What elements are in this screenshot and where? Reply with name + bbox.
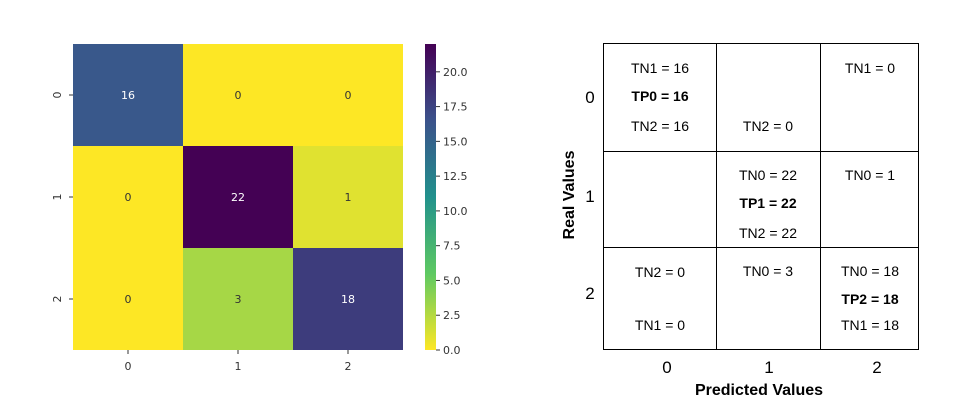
heatmap-cell-value: 0 [345, 89, 352, 102]
heatmap-cell [293, 248, 403, 350]
y-tick-label: 1 [51, 194, 64, 201]
heatmap-cell-value: 16 [121, 89, 135, 102]
heatmap-cell [183, 146, 293, 248]
x-tick-label: 2 [345, 360, 352, 373]
true-negative-label: TN0 = 1 [844, 167, 896, 183]
confusion-matrix-heatmap: 16 0 0 0 22 1 0 3 18 0 1 2 0 1 2 0.0 2.5 5.0 7.5 10.0 12.5… [51, 44, 468, 373]
heatmap-cell-value: 0 [235, 89, 242, 102]
row-label: 0 [585, 88, 595, 107]
heatmap-cell [293, 146, 403, 248]
colorbar [425, 44, 436, 350]
colorbar-tick-label: 12.5 [443, 170, 468, 183]
heatmap-cell [293, 44, 403, 146]
heatmap-cell-value: 3 [235, 293, 242, 306]
colorbar-tick-label: 7.5 [443, 240, 461, 253]
grid-line [820, 44, 821, 349]
x-tick-label: 1 [235, 360, 242, 373]
true-negative-label: TN2 = 16 [631, 118, 689, 134]
heatmap-cell [183, 44, 293, 146]
true-negative-label: TN1 = 18 [841, 317, 899, 333]
true-negative-label: TN2 = 0 [742, 118, 794, 134]
x-tick-label: 0 [125, 360, 132, 373]
true-positive-label: TP1 = 22 [739, 195, 797, 211]
heatmap-cell [73, 146, 183, 248]
true-positive-label: TP2 = 18 [841, 291, 899, 307]
heatmap-cell-value: 0 [125, 191, 132, 204]
y-tick-label: 2 [51, 296, 64, 303]
colorbar-tick-label: 20.0 [443, 66, 468, 79]
true-negative-label: TN0 = 22 [739, 167, 797, 183]
true-negative-label: TN1 = 0 [844, 60, 896, 76]
colorbar-tick-label: 17.5 [443, 101, 468, 114]
grid-line [604, 151, 918, 152]
row-label: 1 [585, 187, 595, 206]
heatmap-cell [73, 248, 183, 350]
colorbar-tick-label: 10.0 [443, 205, 468, 218]
grid-line [716, 44, 717, 349]
colorbar-tick-label: 5.0 [443, 274, 461, 287]
true-negative-label: TN0 = 18 [841, 263, 899, 279]
x-axis-label: Predicted Values [694, 382, 824, 399]
true-negative-label: TN1 = 0 [634, 317, 686, 333]
true-negative-label: TN0 = 3 [742, 263, 794, 279]
heatmap-cell-value: 18 [341, 293, 355, 306]
grid-line [604, 247, 918, 248]
y-axis-label: Real Values [561, 150, 578, 240]
heatmap-cell-value: 0 [125, 293, 132, 306]
heatmap-cell [73, 44, 183, 146]
true-positive-label: TP0 = 16 [631, 88, 689, 104]
heatmap-cell [183, 248, 293, 350]
heatmap-cell-value: 1 [345, 191, 352, 204]
colorbar-tick-label: 0.0 [443, 344, 461, 357]
true-negative-label: TN2 = 0 [634, 264, 686, 280]
row-label: 2 [585, 284, 595, 303]
true-negative-label: TN2 = 22 [739, 225, 797, 241]
column-label: 1 [764, 358, 774, 377]
heatmap-cell-value: 22 [231, 191, 245, 204]
column-label: 0 [662, 358, 672, 377]
true-negative-label: TN1 = 16 [631, 60, 689, 76]
colorbar-tick-label: 15.0 [443, 135, 468, 148]
y-tick-label: 0 [51, 92, 64, 99]
annotated-confusion-matrix: TN1 = 16 TP0 = 16 TN2 = 16 TN2 = 0 TN1 = 0 TN… [603, 43, 919, 350]
column-label: 2 [872, 358, 882, 377]
colorbar-tick-label: 2.5 [443, 309, 461, 322]
